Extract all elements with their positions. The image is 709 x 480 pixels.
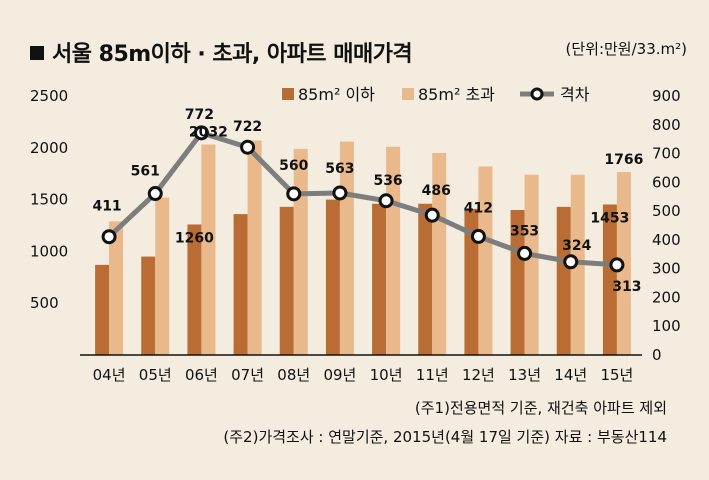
x-tick-label: 06년 — [185, 366, 218, 384]
gap-data-label: 563 — [325, 161, 354, 177]
bar-small — [95, 264, 110, 355]
gap-data-label: 486 — [422, 183, 451, 199]
x-tick-label: 12년 — [462, 366, 495, 384]
x-tick-label: 09년 — [323, 366, 356, 384]
gap-point — [240, 139, 256, 155]
bar-small — [372, 203, 387, 355]
gap-data-label: 536 — [373, 173, 402, 189]
title-square-icon — [30, 46, 44, 60]
gap-point — [193, 125, 209, 141]
x-tick-label: 10년 — [370, 366, 403, 384]
gap-point — [378, 193, 394, 209]
y-left-tick: 2500 — [30, 87, 68, 105]
y-right-tick: 700 — [652, 145, 681, 163]
bar-small — [602, 204, 617, 355]
gap-data-label: 561 — [131, 164, 160, 180]
bar-data-label: 1260 — [175, 230, 214, 246]
bar-data-label: 2032 — [189, 124, 228, 140]
gap-point — [147, 186, 163, 202]
x-tick-label: 04년 — [93, 366, 126, 384]
y-right-tick: 900 — [652, 87, 681, 105]
y-right-tick: 500 — [652, 202, 681, 220]
gap-point — [286, 186, 302, 202]
gap-data-label: 411 — [92, 199, 121, 215]
x-tick-label: 14년 — [554, 366, 587, 384]
bar-small — [556, 206, 571, 355]
y-left-tick: 1500 — [30, 191, 68, 209]
x-tick-label: 15년 — [600, 366, 633, 384]
legend-swatch-small — [282, 88, 294, 100]
x-tick-label: 07년 — [231, 366, 264, 384]
bar-small — [233, 214, 248, 355]
gap-point — [609, 257, 625, 273]
y-right-tick: 300 — [652, 260, 681, 278]
bar-small — [187, 224, 202, 355]
gap-point — [470, 228, 486, 244]
footnote-2: (주2)가격조사 : 연말기준, 2015년(4월 17일 기준) 자료 : 부… — [223, 428, 667, 446]
bar-small — [510, 209, 525, 355]
bar-large — [524, 174, 539, 355]
x-tick-label: 11년 — [416, 366, 449, 384]
y-right-tick: 600 — [652, 173, 681, 191]
gap-data-label: 772 — [185, 107, 214, 123]
gap-point — [563, 254, 579, 270]
gap-data-label: 324 — [562, 238, 591, 254]
chart-title-text: 서울 85m이하 · 초과, 아파트 매매가격 — [52, 42, 413, 67]
gap-line — [107, 130, 618, 268]
legend-swatch-large — [402, 88, 414, 100]
bar-data-label: 1453 — [590, 210, 629, 226]
y-left-tick: 500 — [30, 294, 59, 312]
y-left-tick: 1000 — [30, 242, 68, 260]
bar-small — [279, 206, 294, 355]
y-right-tick: 100 — [652, 317, 681, 335]
bar-large — [478, 166, 493, 355]
chart-title: 서울 85m이하 · 초과, 아파트 매매가격 — [30, 36, 413, 68]
bar-large — [293, 148, 308, 355]
y-right-tick: 200 — [652, 288, 681, 306]
bar-small — [325, 199, 340, 355]
gap-data-label: 722 — [233, 119, 262, 135]
x-tick-label: 08년 — [277, 366, 310, 384]
legend-label-small: 85m² 이하 — [298, 85, 375, 104]
bar-small — [141, 256, 156, 355]
legend-label-large: 85m² 초과 — [418, 85, 495, 104]
bar-large — [155, 197, 170, 355]
bar-large — [247, 140, 262, 355]
bar-large — [432, 152, 447, 355]
gap-point — [517, 245, 533, 261]
gap-data-label: 313 — [612, 279, 641, 295]
unit-label: (단위:만원/33.m²) — [565, 40, 688, 58]
gap-data-label: 560 — [279, 158, 308, 174]
bar-large — [201, 144, 216, 355]
gap-data-label: 412 — [464, 200, 493, 216]
bar-small — [464, 208, 479, 355]
legend-label-gap: 격차 — [560, 85, 590, 104]
y-right-tick: 800 — [652, 116, 681, 134]
y-right-tick: 0 — [652, 346, 662, 364]
x-tick-label: 05년 — [139, 366, 172, 384]
gap-data-label: 353 — [510, 223, 539, 239]
x-tick-label: 13년 — [508, 366, 541, 384]
footnote-1: (주1)전용면적 기준, 재건축 아파트 제외 — [414, 399, 667, 417]
legend-marker-gap — [530, 87, 544, 101]
y-right-tick: 400 — [652, 231, 681, 249]
y-left-tick: 2000 — [30, 139, 68, 157]
gap-point — [424, 207, 440, 223]
bar-large — [109, 221, 124, 355]
gap-point — [101, 229, 117, 245]
bar-large — [570, 174, 585, 355]
gap-point — [332, 185, 348, 201]
bar-small — [418, 203, 433, 355]
bar-data-label: 1766 — [604, 152, 643, 168]
